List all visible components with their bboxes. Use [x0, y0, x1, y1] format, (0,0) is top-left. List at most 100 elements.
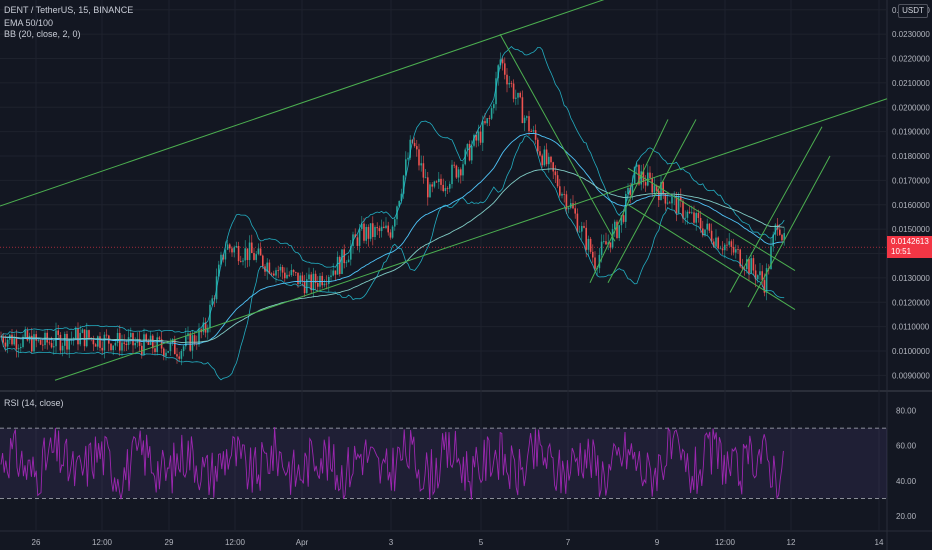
candle-body [180, 351, 183, 359]
candle-body [706, 223, 708, 230]
price-tick-label: 0.0160000 [892, 201, 930, 210]
candle-body [640, 171, 642, 185]
candle-body [15, 337, 18, 350]
candle-body [123, 342, 125, 344]
price-tick-label: 0.0220000 [892, 55, 930, 64]
time-tick-label: 26 [32, 538, 41, 547]
time-tick-label: 7 [566, 538, 571, 547]
candle-body [416, 146, 418, 150]
symbol-legend: DENT / TetherUS, 15, BINANCE [4, 5, 134, 15]
candle-body [211, 298, 213, 305]
price-tick-label: 0.0200000 [892, 103, 930, 112]
candle-body [550, 156, 552, 163]
candle-body [545, 149, 548, 165]
candle-body [779, 229, 781, 235]
candle-body [273, 273, 275, 276]
candle-body [39, 340, 42, 345]
time-tick-label: 12 [787, 538, 796, 547]
currency-button[interactable]: USDT [898, 4, 928, 18]
candle-body [292, 269, 295, 273]
candle-body [702, 228, 704, 236]
candle-body [691, 212, 693, 214]
time-tick-label: 3 [389, 538, 394, 547]
candle-body [314, 273, 317, 283]
candle-body [341, 249, 343, 274]
candle-body [559, 186, 561, 196]
candle-body [97, 336, 99, 347]
candle-body [746, 259, 748, 270]
candle-body [31, 335, 33, 352]
candle-body [116, 332, 119, 343]
candle-body [457, 169, 460, 178]
candle-body [616, 221, 618, 239]
candle-body [655, 185, 658, 191]
candle-body [295, 272, 297, 273]
candle-body [358, 228, 361, 246]
candle-body [182, 346, 185, 352]
candle-body [717, 237, 719, 249]
candle-body [119, 332, 121, 351]
candle-body [209, 304, 211, 328]
candle-body [519, 92, 521, 98]
candle-body [662, 182, 664, 194]
candle-body [59, 334, 62, 351]
price-tick-label: 0.0130000 [892, 274, 930, 283]
candle-body [603, 241, 605, 243]
candle-body [345, 262, 348, 264]
candle-body [501, 59, 504, 64]
candle-body [460, 169, 462, 176]
candle-body [515, 97, 517, 99]
candle-body [754, 270, 757, 280]
candle-body [334, 270, 337, 275]
candle-body [281, 266, 284, 273]
candle-body [92, 338, 95, 345]
ema-legend: EMA 50/100 [4, 18, 54, 28]
candle-body [20, 346, 22, 349]
candle-body [246, 248, 249, 261]
candle-body [398, 200, 400, 207]
candle-body [266, 262, 268, 272]
candle-body [378, 228, 381, 232]
candle-body [669, 202, 671, 204]
candle-body [248, 242, 251, 261]
candle-body [26, 330, 29, 341]
candle-body [259, 248, 262, 256]
candle-body [61, 345, 64, 351]
candle-body [611, 229, 614, 248]
candle-body [642, 171, 645, 183]
candle-body [125, 343, 128, 346]
candle-body [684, 217, 686, 219]
candle-body [578, 231, 581, 233]
candle-body [534, 130, 537, 140]
trend-line [627, 204, 796, 310]
candle-body [363, 223, 365, 241]
candle-body [53, 346, 55, 348]
candle-body [506, 74, 508, 85]
candle-body [407, 157, 409, 160]
candle-body [651, 177, 653, 193]
candle-body [499, 59, 502, 66]
candle-body [424, 177, 427, 179]
price-tick-label: 0.0210000 [892, 79, 930, 88]
candle-body [783, 233, 785, 241]
candle-body [732, 246, 735, 253]
candle-body [343, 249, 345, 264]
candle-body [486, 118, 488, 124]
candle-body [644, 182, 647, 186]
candle-body [383, 226, 385, 228]
candle-body [521, 97, 524, 124]
candle-body [154, 348, 156, 352]
candle-body [708, 223, 711, 231]
candle-body [585, 227, 587, 250]
candle-body [138, 338, 141, 346]
rsi-legend: RSI (14, close) [4, 398, 64, 408]
candle-body [431, 184, 433, 187]
candle-body [372, 223, 374, 238]
candle-body [636, 164, 638, 167]
rsi-tick-label: 60.00 [896, 442, 917, 451]
time-tick-label: Apr [296, 538, 309, 547]
candle-body [743, 268, 746, 270]
candle-body [581, 226, 583, 232]
candle-body [391, 226, 394, 238]
